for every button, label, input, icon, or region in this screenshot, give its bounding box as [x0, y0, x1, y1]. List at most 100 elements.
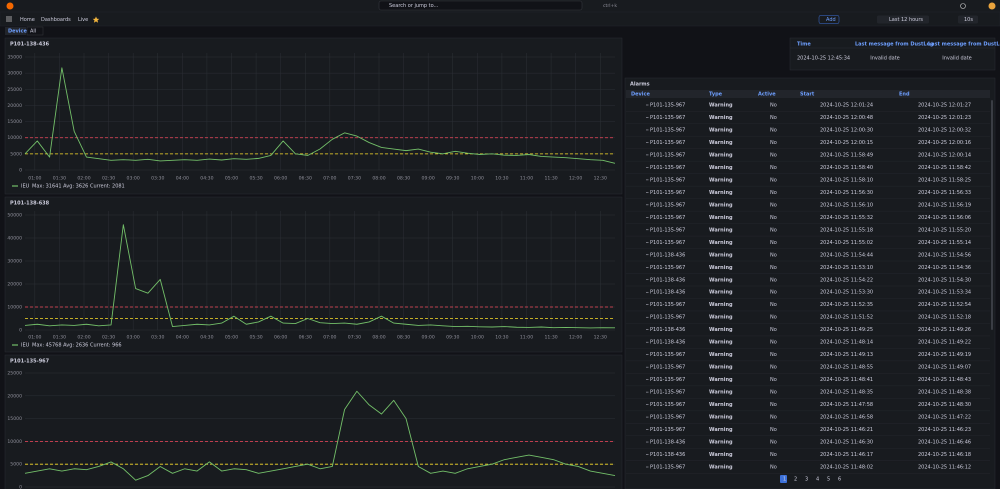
table-cell: P101-138-436 — [650, 327, 685, 333]
table-cell: Warning — [709, 252, 733, 258]
table-cell: 2024-10-25 11:56:33 — [918, 190, 971, 196]
table-cell: No — [770, 302, 777, 308]
column-header[interactable]: Active — [758, 92, 776, 98]
page-number[interactable]: 5 — [827, 477, 830, 483]
y-tick-label: 10000 — [7, 305, 22, 311]
table-cell: 2024-10-25 11:46:17 — [820, 452, 873, 458]
x-tick-label: 02:00 — [77, 335, 90, 341]
avatar[interactable] — [988, 2, 996, 10]
table-cell: 2024-10-25 11:46:58 — [820, 415, 873, 421]
table-cell: No — [770, 465, 777, 471]
series-line — [24, 224, 616, 329]
table-cell: 2024-10-25 11:48:02 — [820, 465, 873, 471]
nav-bar — [0, 11, 1000, 27]
x-tick-label: 09:00 — [422, 176, 435, 182]
table-cell: No — [770, 152, 777, 158]
table-cell: P101-135-967 — [650, 352, 685, 358]
table-cell: Warning — [709, 240, 733, 246]
table-cell: Warning — [709, 277, 733, 283]
table-cell: Invalid date — [942, 56, 971, 62]
menu-icon[interactable] — [6, 16, 12, 22]
breadcrumb[interactable]: Dashboards — [41, 17, 71, 23]
x-tick-label: 02:30 — [102, 176, 115, 182]
time-range[interactable]: Last 12 hours — [889, 17, 923, 23]
x-tick-label: 04:30 — [200, 176, 213, 182]
table-cell: 2024-10-25 11:46:12 — [918, 465, 971, 471]
page-number[interactable]: 6 — [838, 477, 841, 483]
x-tick-label: 06:30 — [299, 176, 312, 182]
table-cell: 2024-10-25 11:46:18 — [918, 452, 971, 458]
page-number[interactable]: 3 — [805, 477, 808, 483]
variable-select[interactable] — [26, 26, 44, 36]
table-cell: 2024-10-25 11:56:06 — [918, 215, 971, 221]
table-cell: P101-135-967 — [650, 115, 685, 121]
x-tick-label: 11:00 — [520, 335, 533, 341]
status-panel — [789, 37, 996, 71]
legend-name[interactable]: IEU — [21, 184, 30, 190]
x-tick-label: 10:30 — [495, 335, 508, 341]
x-tick-label: 02:30 — [102, 335, 115, 341]
table-cell: Warning — [709, 365, 733, 371]
table-cell: Warning — [709, 127, 733, 133]
x-tick-label: 12:30 — [594, 176, 607, 182]
logo[interactable] — [6, 2, 14, 10]
table-cell: Warning — [709, 440, 733, 446]
column-header[interactable]: Type — [709, 92, 723, 98]
alarms-panel — [624, 77, 996, 489]
table-cell: P101-138-436 — [650, 452, 685, 458]
table-cell: 2024-10-25 12:01:27 — [918, 103, 971, 109]
refresh-picker[interactable] — [958, 15, 978, 24]
add-label[interactable]: Add — [826, 17, 836, 23]
page-number[interactable]: 2 — [794, 477, 797, 483]
x-tick-label: 06:00 — [274, 335, 287, 341]
search-box[interactable] — [378, 0, 583, 11]
table-cell: No — [770, 202, 777, 208]
x-tick-label: 09:30 — [446, 176, 459, 182]
time-picker[interactable] — [877, 15, 929, 24]
table-cell: No — [770, 265, 777, 271]
table-cell: Warning — [709, 452, 733, 458]
table-cell: Invalid date — [870, 56, 899, 62]
x-tick-label: 03:00 — [127, 335, 140, 341]
refresh-interval[interactable]: 10s — [964, 17, 973, 23]
table-cell: Warning — [709, 290, 733, 296]
table-cell: No — [770, 190, 777, 196]
table-cell: Warning — [709, 115, 733, 121]
panel — [4, 354, 623, 489]
variable-label: Device — [8, 29, 27, 35]
table-cell: No — [770, 427, 777, 433]
table-cell: 2024-10-25 11:58:25 — [918, 177, 971, 183]
x-tick-label: 05:30 — [249, 335, 262, 341]
y-tick-label: 0 — [19, 328, 22, 334]
add-button[interactable] — [818, 15, 840, 24]
breadcrumb[interactable]: Live — [78, 17, 88, 23]
table-cell: No — [770, 165, 777, 171]
column-header[interactable]: Device — [631, 92, 650, 98]
table-cell: 2024-10-25 12:00:48 — [820, 115, 873, 121]
star-icon[interactable] — [92, 16, 100, 23]
column-header: Last message from DustLog — [855, 42, 934, 48]
column-header[interactable]: End — [899, 92, 910, 98]
series-line — [24, 390, 616, 481]
table-cell: P101-135-967 — [650, 315, 685, 321]
x-tick-label: 08:30 — [397, 176, 410, 182]
table-cell: 2024-10-25 12:01:23 — [918, 115, 971, 121]
column-header[interactable]: Start — [800, 92, 815, 98]
table-cell: 2024-10-25 12:00:16 — [918, 140, 971, 146]
variable-value[interactable]: All — [30, 29, 36, 35]
page-number[interactable]: 1 — [783, 477, 786, 483]
y-tick-label: 20000 — [7, 103, 22, 109]
variable-label-box — [5, 27, 26, 35]
help-icon[interactable] — [960, 3, 966, 9]
x-tick-label: 11:30 — [544, 176, 557, 182]
x-tick-label: 01:30 — [53, 176, 66, 182]
breadcrumb[interactable]: Home — [20, 17, 35, 23]
scrollbar[interactable] — [991, 100, 993, 330]
page-number[interactable]: 4 — [816, 477, 819, 483]
legend-name[interactable]: IEU — [21, 343, 30, 349]
search-placeholder[interactable]: Search or jump to... — [389, 3, 439, 9]
panel-title: P101-135-967 — [10, 359, 50, 365]
y-tick-label: 5000 — [10, 151, 22, 157]
table-cell: P101-135-967 — [650, 177, 685, 183]
panel-title: P101-138-638 — [10, 201, 50, 207]
